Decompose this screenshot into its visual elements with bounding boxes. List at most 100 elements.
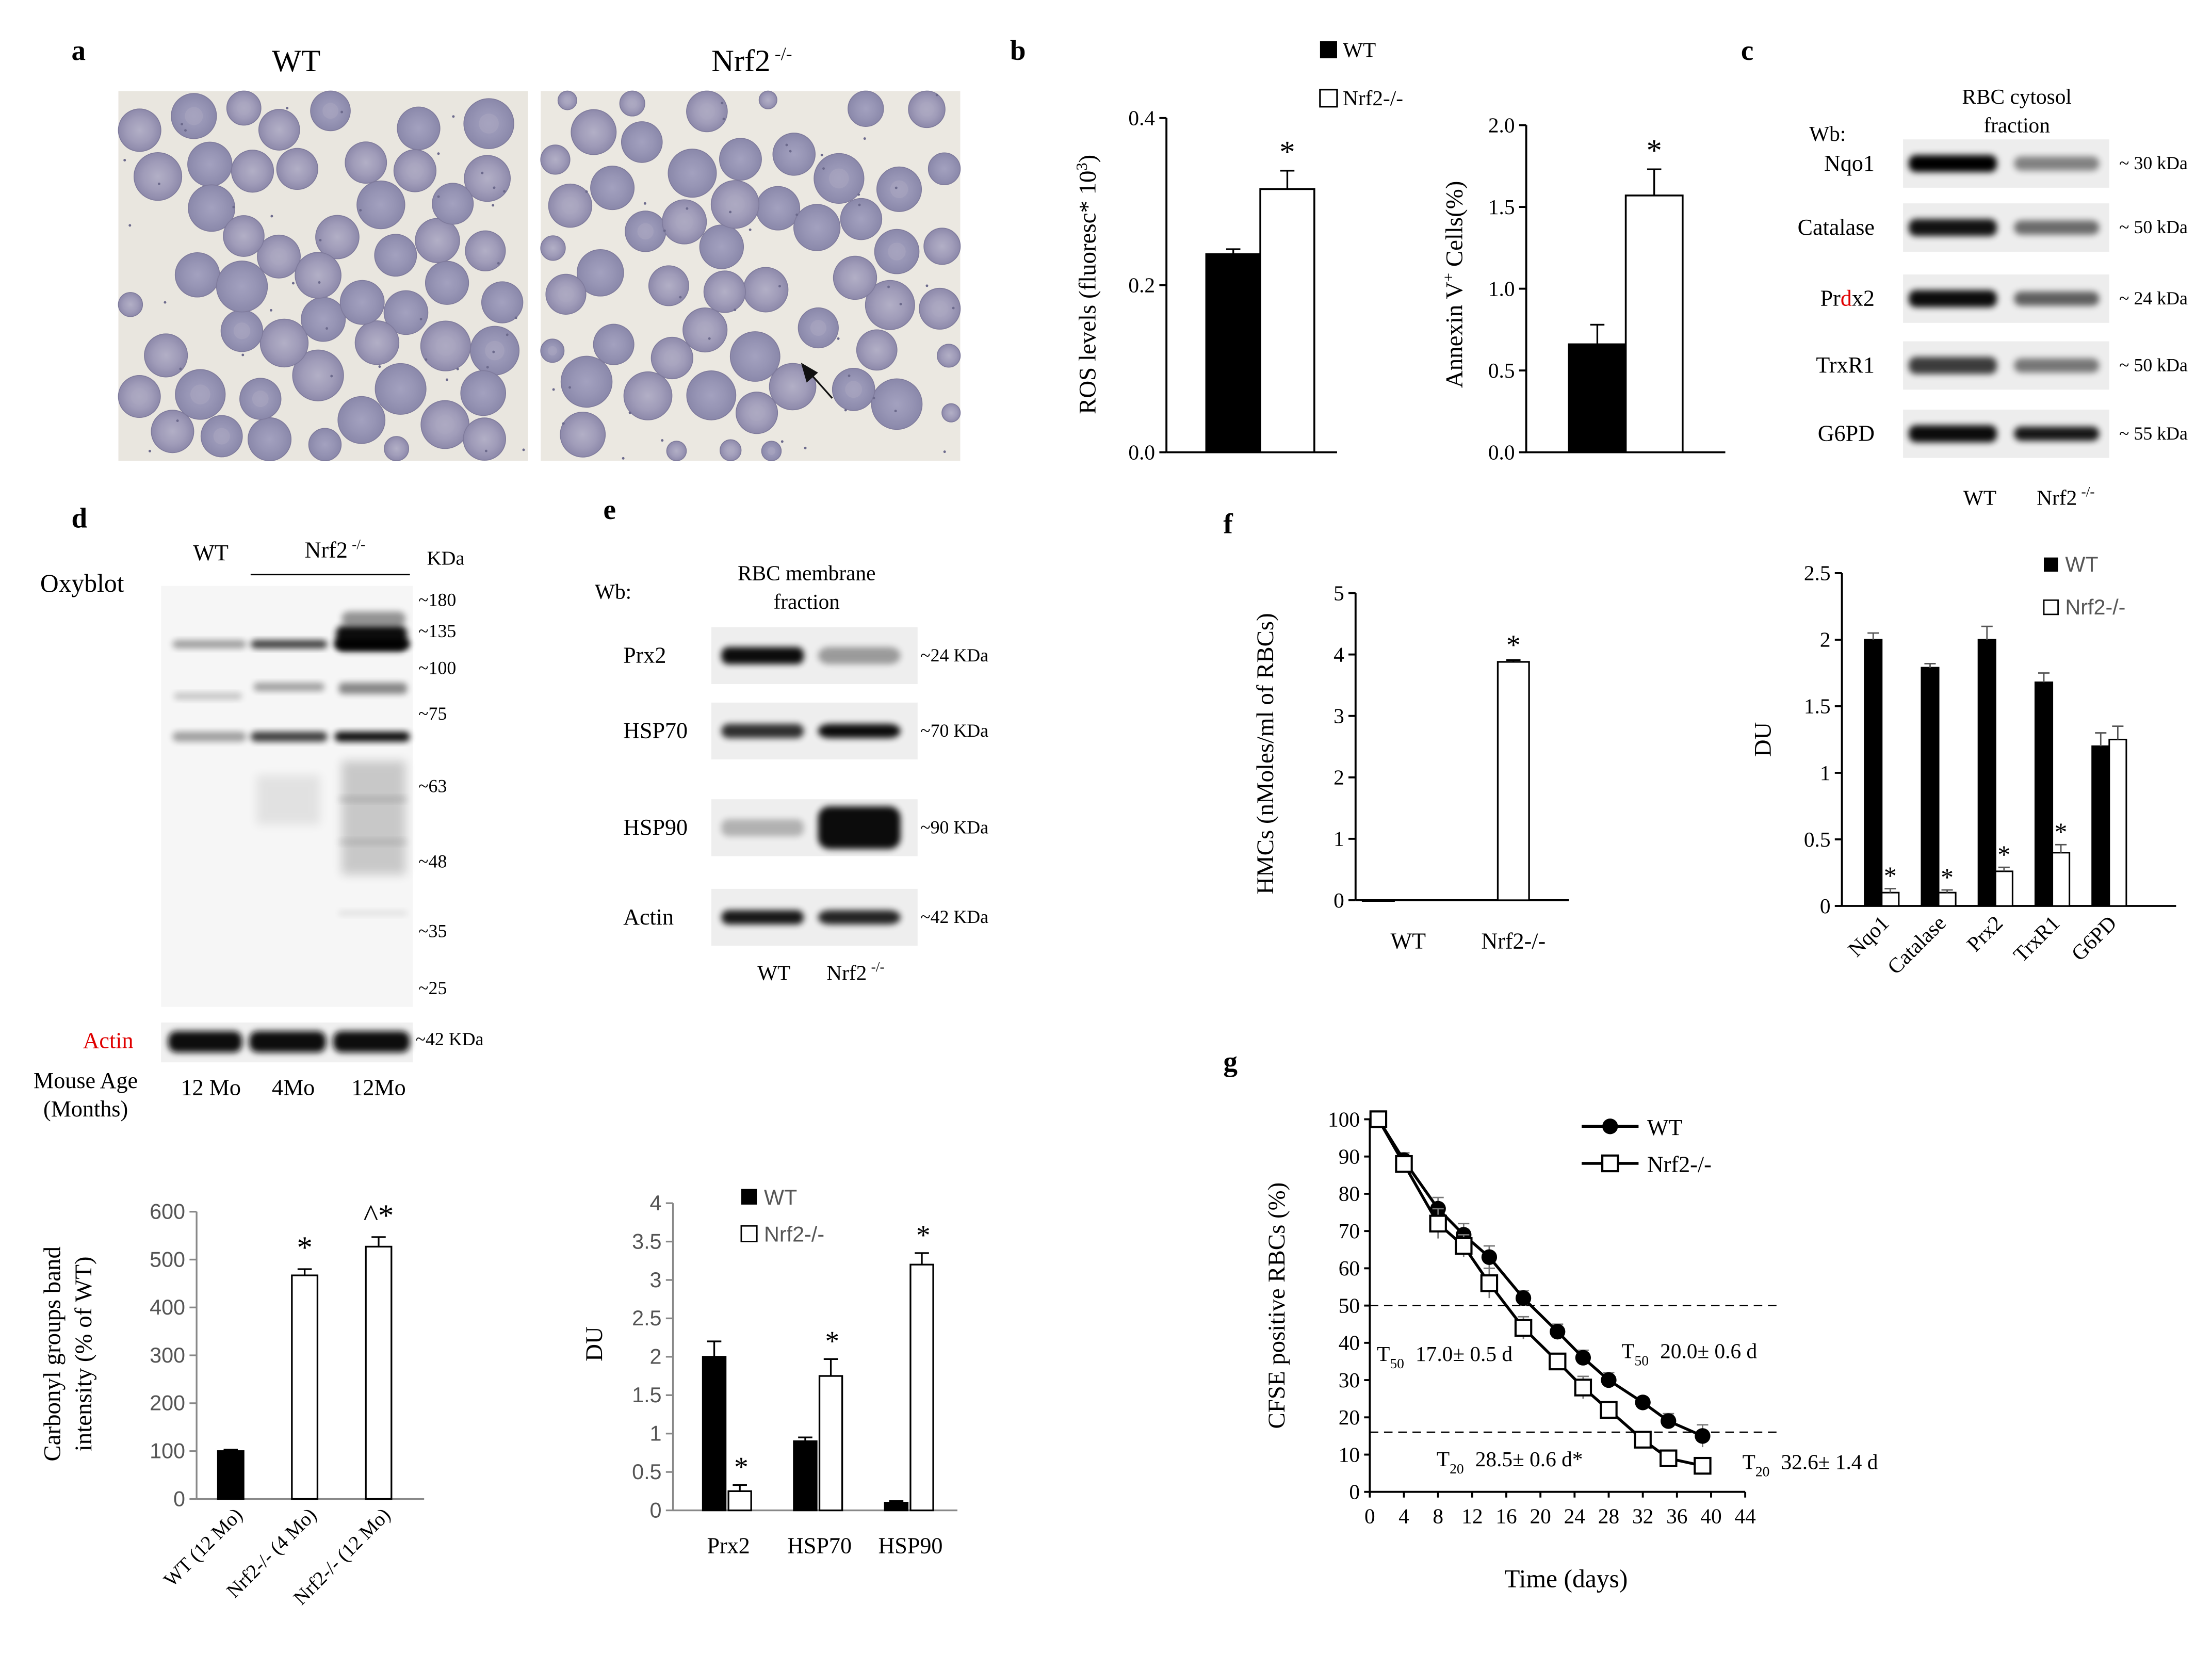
arrow-icon	[801, 362, 833, 399]
bar	[818, 1375, 843, 1512]
platelet-dot	[837, 337, 840, 340]
data-point-ko	[1549, 1352, 1567, 1371]
panel-e: e Wb: RBC membrane fraction Prx2 ~24 KDa H…	[581, 494, 988, 1558]
y-tick-label: 200	[150, 1391, 185, 1415]
red-blood-cell	[840, 198, 883, 240]
platelet-dot	[340, 110, 344, 113]
oxyblot-band	[338, 796, 408, 802]
cell-center-pallor	[435, 336, 456, 356]
blot-c-kda-label: ~ 50 kDa	[2119, 354, 2188, 375]
red-blood-cell	[871, 378, 923, 430]
data-point-ko	[1634, 1431, 1652, 1449]
bar	[1994, 870, 2013, 907]
cell-center-pallor	[890, 180, 908, 199]
platelet-dot	[330, 375, 333, 378]
red-blood-cell	[432, 183, 474, 225]
y-tick-label: 0.5	[1804, 828, 1831, 851]
legend-marker-wt	[1602, 1118, 1618, 1134]
red-blood-cell	[848, 90, 884, 127]
x-tick-label: Nqo1	[1843, 911, 1893, 961]
oxyblot-smear	[341, 760, 406, 875]
cell-center-pallor	[563, 96, 572, 104]
red-blood-cell	[666, 441, 687, 461]
data-point-wt	[1575, 1350, 1591, 1366]
blot-c-header-line1: RBC cytosol	[1962, 85, 2071, 108]
oxyblot-band	[174, 692, 242, 700]
red-blood-cell	[703, 270, 746, 313]
blot-e-protein-label: Actin	[623, 904, 674, 930]
actin-kda: ~42 KDa	[416, 1029, 484, 1049]
data-point-ko	[1600, 1401, 1618, 1419]
blot-band	[1909, 219, 1997, 236]
cell-center-pallor	[627, 98, 638, 109]
x-tick-label: Prx2	[707, 1533, 750, 1558]
cell-center-pallor	[322, 103, 338, 119]
platelet-dot	[943, 450, 946, 453]
red-blood-cell	[928, 152, 961, 185]
y-tick-label: 0.5	[1488, 359, 1515, 382]
blot-band	[1909, 155, 1997, 172]
platelet-dot	[552, 388, 555, 391]
red-blood-cell	[231, 150, 274, 193]
platelet-dot	[872, 397, 875, 400]
platelet-dot	[844, 409, 847, 412]
blot-e-header-line2: fraction	[773, 590, 840, 613]
y-tick-label: 30	[1339, 1368, 1360, 1392]
bar	[1921, 667, 1940, 907]
x-tick-label: 28	[1598, 1504, 1619, 1528]
red-blood-cell	[865, 280, 915, 330]
chart-c-du: 0 0.5 1 1.5 2 2.5 * Nqo1 * Catalase * Prx2 * TrxR1 G6P…	[1750, 553, 2176, 979]
red-blood-cell	[593, 323, 635, 365]
platelet-dot	[164, 301, 167, 304]
platelet-dot	[179, 367, 182, 370]
y-axis-label: ROS levels (fluoresc* 103)	[1073, 155, 1101, 414]
y-tick-label: 600	[150, 1199, 185, 1223]
red-blood-cell	[118, 292, 143, 317]
x-tick-label: TrxR1	[2009, 911, 2064, 967]
oxyblot-bands	[172, 611, 410, 916]
bar	[1938, 891, 1957, 907]
y-tick-label: 1.0	[1488, 277, 1515, 300]
cell-center-pallor	[547, 346, 557, 355]
age-lane-3: 12Mo	[351, 1075, 405, 1100]
cell-center-pallor	[663, 349, 680, 367]
platelet-dot	[232, 205, 235, 208]
y-tick-label: 100	[1328, 1107, 1360, 1131]
cell-center-pallor	[845, 381, 863, 398]
actin-band	[333, 1031, 410, 1052]
bar	[2034, 681, 2054, 907]
bar	[793, 1440, 818, 1512]
red-blood-cell	[668, 149, 717, 198]
cell-center-pallor	[558, 286, 574, 302]
y-tick-label: 0	[1820, 894, 1831, 918]
y-tick-label: 100	[150, 1439, 185, 1463]
platelet-dot	[795, 213, 799, 216]
bar	[1624, 194, 1684, 453]
panel-f: f 0 1 2 3 4 5 * WT Nrf2-/- HMCs (nMoles/ml of RBC…	[1223, 508, 1569, 954]
x-tick-label: 20	[1530, 1504, 1551, 1528]
oxyblot-band	[334, 732, 410, 742]
blot-band	[1909, 356, 1997, 375]
red-blood-cell	[772, 133, 816, 176]
red-blood-cell	[756, 186, 801, 231]
red-blood-cell	[144, 333, 188, 378]
platelet-dot	[241, 353, 245, 356]
platelet-dot	[729, 210, 732, 214]
platelet-dot	[749, 228, 752, 231]
blot-band	[721, 724, 804, 738]
data-point-wt	[1550, 1324, 1566, 1340]
y-tick-label: 0.0	[1128, 440, 1155, 464]
bar	[727, 1490, 752, 1512]
significance-mark: *	[297, 1230, 312, 1265]
micrograph-ko-title: Nrf2 -/-	[711, 43, 792, 78]
platelet-dot	[286, 107, 289, 110]
y-tick-label: 2	[1333, 766, 1344, 789]
platelet-dot	[128, 224, 132, 227]
y-axis-label: Carbonyl groups band	[39, 1246, 66, 1461]
oxyblot-marker-label: ~35	[418, 921, 447, 942]
cell-center-pallor	[252, 391, 269, 408]
significance-mark: *	[1884, 862, 1897, 890]
legend-swatch-wt	[2044, 557, 2058, 572]
platelet-dot	[419, 318, 422, 321]
